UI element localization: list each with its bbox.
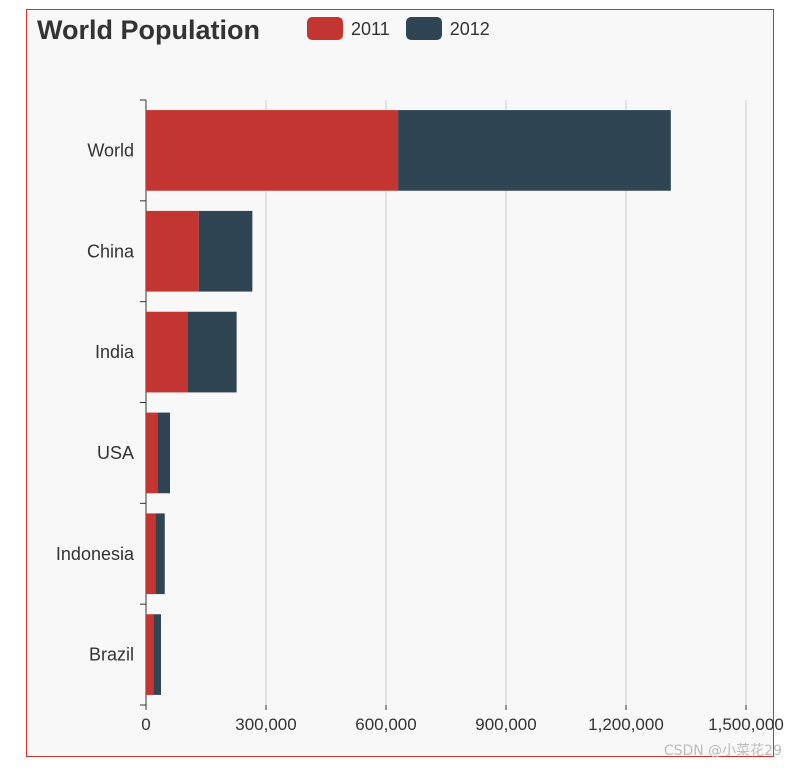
y-tick-label: China [87, 241, 135, 261]
bar-2011-world [146, 110, 399, 191]
x-tick-label: 0 [141, 715, 150, 734]
legend-label-2011: 2011 [351, 18, 390, 39]
x-tick-label: 1,200,000 [588, 715, 664, 734]
bar-2012-china [198, 210, 253, 292]
y-tick-label: Brazil [89, 645, 134, 665]
chart-title: World Population [37, 15, 260, 45]
bar-2011-brazil [146, 614, 154, 695]
x-tick-label: 300,000 [235, 715, 296, 734]
bar-2011-usa [146, 412, 158, 494]
bar-2012-usa [157, 412, 171, 494]
bar-2011-india [146, 311, 188, 393]
bar-2012-world [398, 110, 671, 191]
legend-item-2012[interactable]: 2012 [405, 17, 490, 40]
x-tick-label: 900,000 [475, 715, 536, 734]
legend-label-2012: 2012 [449, 18, 490, 39]
legend-item-2011[interactable]: 2011 [307, 17, 390, 40]
legend-swatch-2012 [405, 17, 442, 40]
y-tick-label: Indonesia [56, 544, 135, 564]
legend-swatch-2011 [307, 17, 343, 40]
x-tick-label: 600,000 [355, 715, 416, 734]
y-tick-label: India [95, 342, 135, 362]
y-tick-label: USA [97, 443, 134, 463]
legend: 2011 2012 [307, 17, 490, 40]
x-tick-label: 1,500,000 [708, 715, 784, 734]
bar-2011-indonesia [146, 513, 156, 595]
bar-2011-china [146, 210, 199, 292]
bar-2012-indonesia [155, 513, 165, 595]
bar-2012-brazil [153, 614, 162, 695]
y-tick-label: World [87, 140, 134, 160]
watermark: CSDN @小菜花29 [663, 743, 782, 759]
bar-2012-india [187, 311, 237, 393]
